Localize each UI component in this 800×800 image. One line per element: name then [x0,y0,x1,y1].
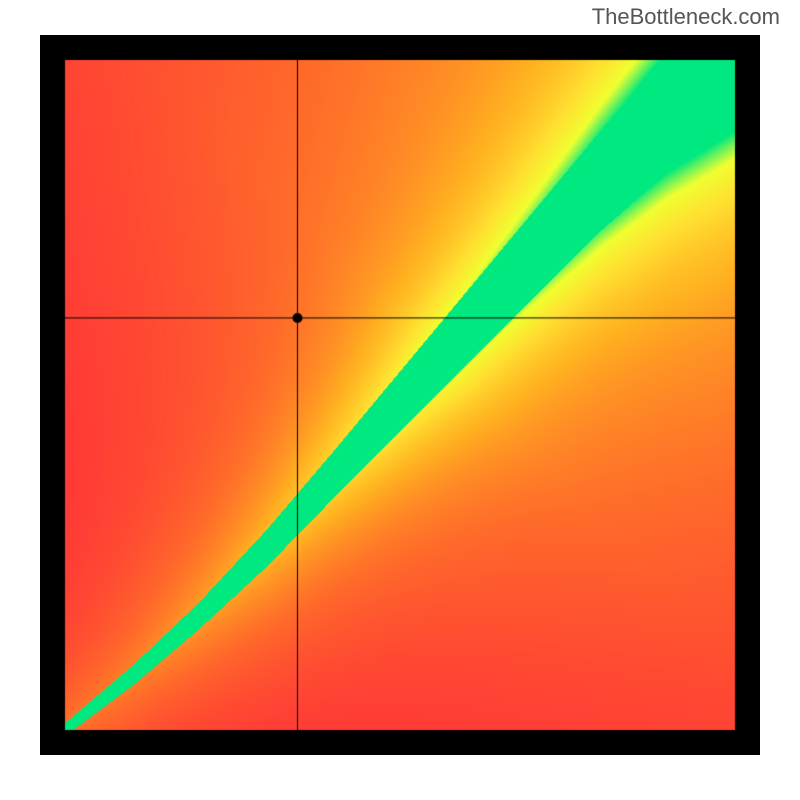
watermark-text: TheBottleneck.com [592,4,780,30]
heatmap-canvas-wrap [40,35,760,755]
heatmap-plot [40,35,760,755]
heatmap-canvas [40,35,760,755]
